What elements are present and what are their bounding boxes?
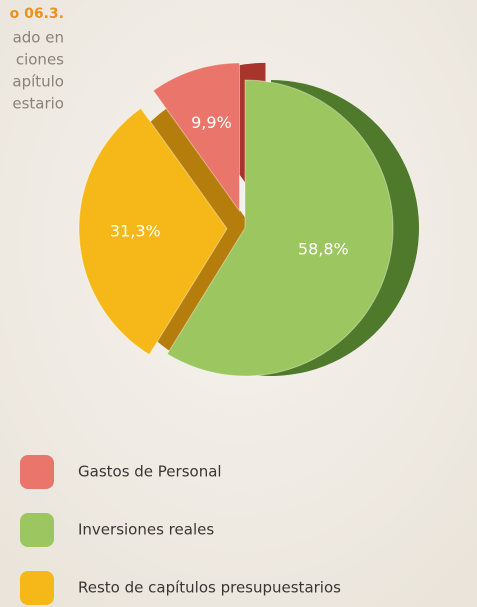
data-label: 9,9% — [191, 113, 232, 132]
subtitle-line: ado en — [13, 29, 64, 47]
subtitle-line: apítulo — [12, 73, 64, 91]
chart-title: o 06.3. — [10, 6, 64, 22]
legend-label: Resto de capítulos presupuestarios — [78, 579, 341, 597]
subtitle-line: ciones — [16, 51, 64, 69]
data-label: 58,8% — [298, 240, 349, 259]
legend-swatch — [20, 513, 54, 547]
legend-label: Gastos de Personal — [78, 463, 222, 481]
chart: o 06.3. ado en ciones apítulo estario 9,9% 5… — [0, 0, 477, 607]
data-label: 31,3% — [110, 221, 161, 240]
legend-swatch — [20, 571, 54, 605]
subtitle-line: estario — [12, 95, 64, 113]
page: o 06.3. ado en ciones apítulo estario 9,9% 5… — [0, 0, 477, 607]
legend-swatch — [20, 455, 54, 489]
legend-label: Inversiones reales — [78, 521, 214, 539]
